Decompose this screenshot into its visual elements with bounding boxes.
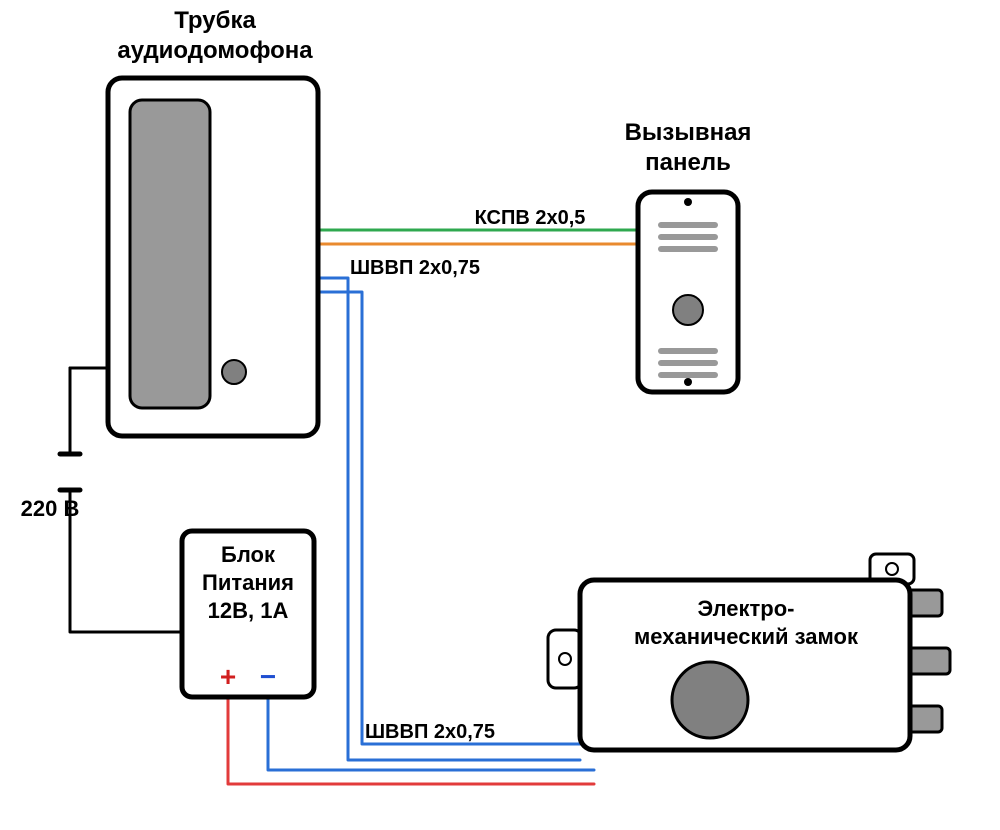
wire-blue-top [318,278,580,760]
mains-label: 220 В [21,496,80,521]
callpanel-title-1: Вызывная [625,119,752,146]
wire-mains-bot [70,492,182,632]
lock-title-2: механический замок [634,624,859,649]
handset-button [222,360,246,384]
lock-bolt [908,706,942,732]
psu-label-1: Блок [221,542,276,567]
cable-label-1: ШВВП 2х0,75 [350,257,480,279]
callpanel-speaker-slot [658,246,718,252]
psu-label-2: Питания [202,570,294,595]
psu-minus: − [260,661,276,692]
wire-mains-top [70,368,108,452]
wire-mains-top [70,368,108,452]
lock-tab-left [548,630,582,688]
lock-knob [672,662,748,738]
callpanel-speaker-slot [658,234,718,240]
handset-title-2: аудиодомофона [117,37,313,64]
callpanel-screw-bot [684,378,692,386]
cable-label-2: ШВВП 2х0,75 [365,721,495,743]
lock-bolt [908,648,950,674]
callpanel-speaker-slot [658,372,718,378]
callpanel-button [673,295,703,325]
callpanel-speaker-slot [658,360,718,366]
callpanel-screw-top [684,198,692,206]
wire-blue-mid [318,292,580,744]
handset-title-1: Трубка [174,7,256,34]
callpanel-speaker-slot [658,348,718,354]
lock-title-1: Электро- [697,596,794,621]
cable-label-0: КСПВ 2х0,5 [475,207,586,229]
callpanel-speaker-slot [658,222,718,228]
callpanel-title-2: панель [645,149,731,176]
psu-label-3: 12В, 1А [208,598,289,623]
handset-receiver [130,100,210,408]
psu-plus: + [220,661,236,692]
lock-bolt [908,590,942,616]
